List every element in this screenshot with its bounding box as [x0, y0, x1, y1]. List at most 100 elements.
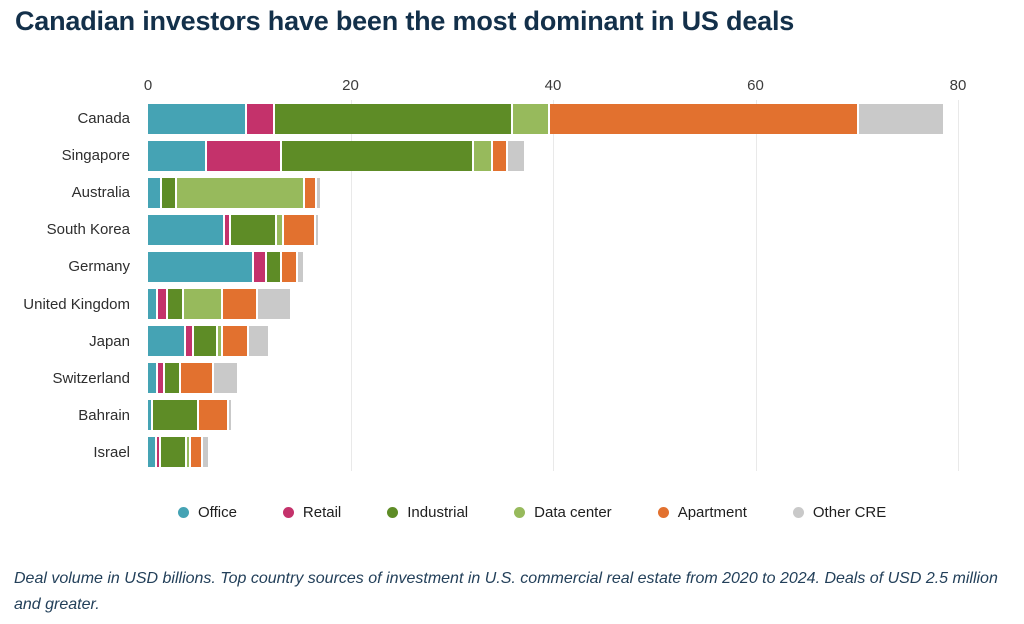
- bar-row-israel: Israel: [0, 434, 1024, 471]
- legend-item-office: Office: [178, 504, 237, 521]
- bar-row-switzerland: Switzerland: [0, 360, 1024, 397]
- bar-segment-retail: [206, 140, 280, 171]
- category-label: Singapore: [61, 147, 130, 165]
- bar-segment-office: [148, 289, 157, 320]
- bar-segment-industrial: [193, 326, 216, 357]
- bar-segment-apartment: [181, 363, 212, 394]
- bar-segment-data-center: [217, 326, 221, 357]
- bar-track: [148, 289, 290, 320]
- bar-row-germany: Germany: [0, 248, 1024, 285]
- legend-label: Office: [198, 504, 237, 521]
- legend-dot-icon: [282, 507, 294, 518]
- bar-segment-industrial: [274, 103, 512, 134]
- x-axis-tick-label: 0: [143, 77, 153, 94]
- bar-segment-industrial: [267, 251, 280, 282]
- legend-label: Industrial: [407, 504, 469, 521]
- category-label: Japan: [89, 332, 130, 350]
- bar-row-canada: Canada: [0, 100, 1024, 137]
- footnote: Deal volume in USD billions. Top country…: [14, 570, 998, 613]
- bar-segment-office: [148, 103, 246, 134]
- bar-track: [148, 214, 318, 245]
- bar-track: [148, 326, 269, 357]
- bar-segment-data-center: [184, 289, 221, 320]
- legend: Office Retail Industrial Data center Apartme…: [178, 504, 886, 521]
- gridline: [958, 100, 959, 471]
- bar-row-bahrain: Bahrain: [0, 397, 1024, 434]
- bar-segment-retail: [224, 214, 229, 245]
- legend-label: Data center: [534, 504, 612, 521]
- bar-segment-apartment: [283, 214, 314, 245]
- x-axis-tick-label: 80: [949, 77, 967, 94]
- legend-item-retail: Retail: [282, 504, 342, 521]
- plot-area: Canada Singapore Australia South Korea Germa…: [0, 100, 1024, 471]
- bar-segment-apartment: [549, 103, 857, 134]
- bar-track: [148, 177, 320, 208]
- bar-segment-data-center: [187, 437, 190, 468]
- legend-item-data-center: Data center: [514, 504, 612, 521]
- bar-track: [148, 437, 208, 468]
- bar-segment-office: [148, 363, 157, 394]
- bar-segment-apartment: [198, 400, 227, 431]
- bar-segment-other-cre: [213, 363, 237, 394]
- bar-segment-office: [148, 214, 223, 245]
- bar-segment-industrial: [165, 363, 180, 394]
- bar-segment-industrial: [153, 400, 197, 431]
- bar-segment-retail: [186, 326, 192, 357]
- bar-track: [148, 140, 525, 171]
- bar-segment-other-cre: [258, 289, 290, 320]
- bar-segment-other-cre: [228, 400, 231, 431]
- category-label: Israel: [93, 443, 130, 461]
- bar-segment-retail: [254, 251, 266, 282]
- bar-segment-apartment: [222, 289, 257, 320]
- legend-item-other-cre: Other CRE: [792, 504, 887, 521]
- bar-segment-apartment: [281, 251, 296, 282]
- legend-label: Retail: [302, 504, 342, 521]
- bar-segment-retail: [158, 289, 167, 320]
- x-axis-tick-label: 20: [342, 77, 359, 94]
- legend-dot-icon: [387, 507, 399, 518]
- legend-label: Apartment: [677, 504, 747, 521]
- category-label: United Kingdom: [23, 295, 130, 313]
- bar-segment-industrial: [162, 177, 176, 208]
- bar-segment-apartment: [222, 326, 248, 357]
- bar-segment-data-center: [177, 177, 303, 208]
- legend-dot-icon: [514, 507, 526, 518]
- bar-segment-other-cre: [858, 103, 943, 134]
- bar-segment-apartment: [493, 140, 507, 171]
- bar-track: [148, 363, 237, 394]
- bar-segment-data-center: [473, 140, 492, 171]
- bar-segment-office: [148, 140, 205, 171]
- bar-segment-data-center: [513, 103, 548, 134]
- bar-segment-data-center: [276, 214, 282, 245]
- bar-segment-other-cre: [297, 251, 303, 282]
- legend-item-industrial: Industrial: [387, 504, 468, 521]
- bar-segment-retail: [158, 363, 164, 394]
- bar-segment-office: [148, 400, 152, 431]
- category-label: South Korea: [46, 221, 130, 239]
- bar-track: [148, 251, 303, 282]
- gridline: [350, 100, 352, 471]
- bar-segment-other-cre: [202, 437, 208, 468]
- gridline: [553, 100, 554, 471]
- category-label: Canada: [77, 110, 130, 128]
- chart-title: Canadian investors have been the most do…: [15, 6, 795, 36]
- x-axis-tick-label: 40: [544, 77, 562, 94]
- bar-segment-other-cre: [315, 214, 318, 245]
- bar-segment-apartment: [304, 177, 315, 208]
- bar-segment-office: [148, 437, 156, 468]
- bar-segment-office: [148, 177, 161, 208]
- legend-dot-icon: [178, 507, 189, 518]
- x-axis-tick-label: 60: [747, 77, 764, 94]
- legend-dot-icon: [657, 507, 669, 518]
- bar-segment-other-cre: [249, 326, 269, 357]
- legend-label: Other CRE: [812, 504, 887, 521]
- bar-segment-retail: [157, 437, 160, 468]
- bar-row-south-korea: South Korea: [0, 211, 1024, 248]
- gridline: [755, 100, 757, 471]
- bar-segment-apartment: [191, 437, 201, 468]
- legend-dot-icon: [792, 507, 804, 518]
- bar-segment-industrial: [161, 437, 186, 468]
- bar-row-japan: Japan: [0, 323, 1024, 360]
- category-label: Switzerland: [52, 369, 130, 387]
